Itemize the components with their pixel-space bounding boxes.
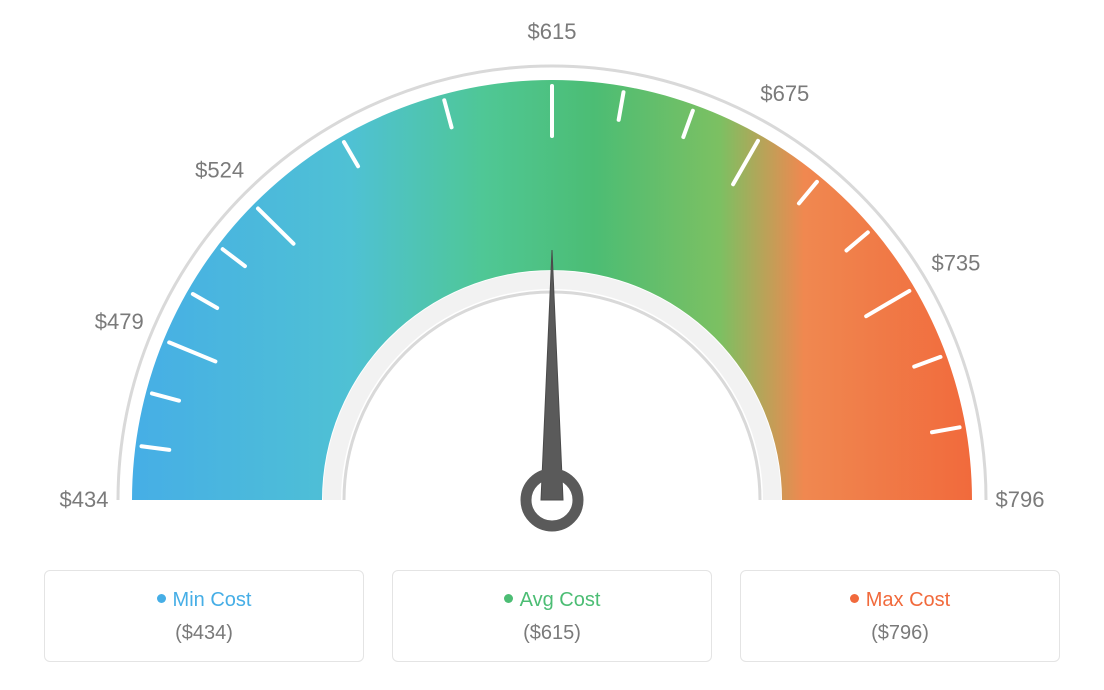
gauge-chart: $434 $479 $524 $615 $675 $735 $796 [0, 0, 1104, 560]
dot-icon [850, 594, 859, 603]
legend-card-avg: Avg Cost ($615) [392, 570, 712, 662]
legend-card-max: Max Cost ($796) [740, 570, 1060, 662]
gauge-tick-label: $675 [760, 81, 809, 106]
gauge-tick-label: $479 [95, 309, 144, 334]
legend-card-min: Min Cost ($434) [44, 570, 364, 662]
legend-title-max: Max Cost [741, 589, 1059, 612]
legend-value-min: ($434) [45, 622, 363, 645]
gauge-tick-label: $615 [528, 19, 577, 44]
gauge-tick-label: $796 [996, 487, 1045, 512]
dot-icon [504, 594, 513, 603]
legend-value-max: ($796) [741, 622, 1059, 645]
gauge-tick-label: $735 [931, 251, 980, 276]
gauge-tick-label: $524 [195, 158, 244, 183]
gauge-tick-label: $434 [60, 487, 109, 512]
legend-title-min: Min Cost [45, 589, 363, 612]
gauge-svg: $434 $479 $524 $615 $675 $735 $796 [0, 0, 1104, 560]
legend-row: Min Cost ($434) Avg Cost ($615) Max Cost… [0, 570, 1104, 662]
legend-value-avg: ($615) [393, 622, 711, 645]
legend-title-avg: Avg Cost [393, 589, 711, 612]
dot-icon [157, 594, 166, 603]
legend-title-text: Avg Cost [520, 589, 601, 611]
legend-title-text: Max Cost [866, 589, 950, 611]
legend-title-text: Min Cost [173, 589, 252, 611]
